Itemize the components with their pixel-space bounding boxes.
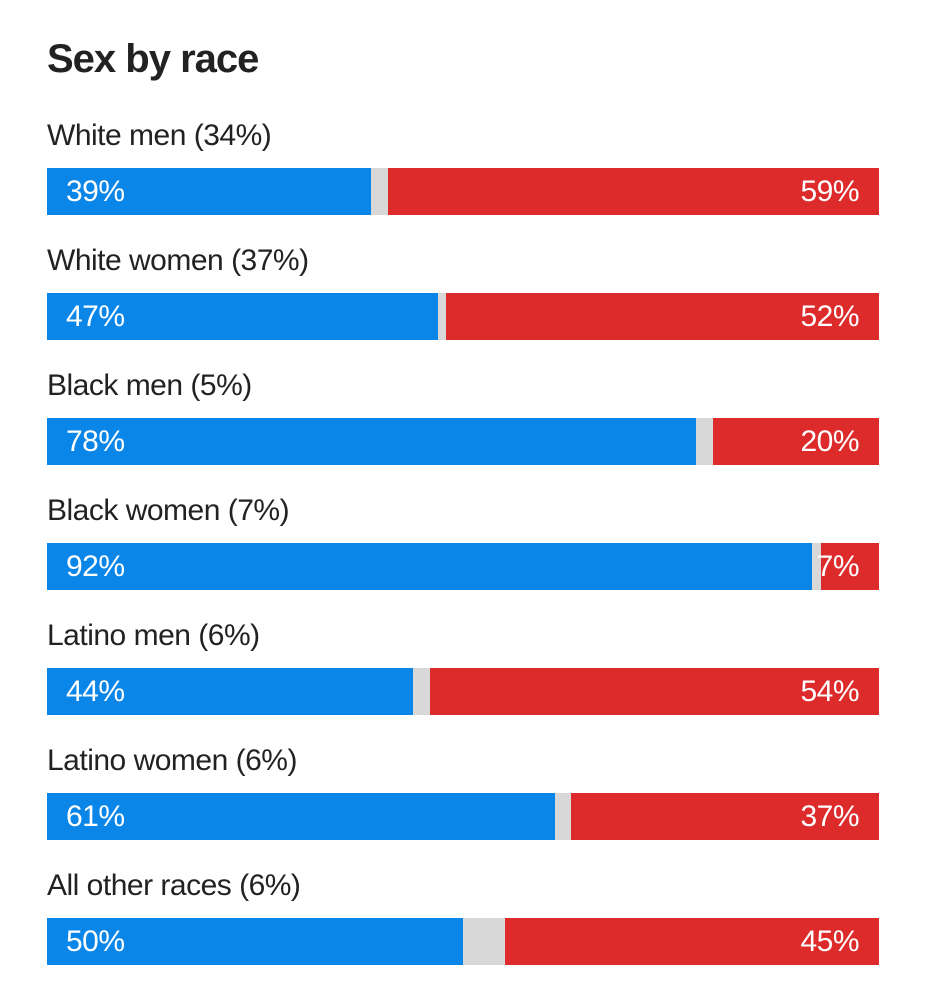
dem-bar-segment (47, 668, 414, 715)
bar-group: White men (34%) 39% 59% (47, 117, 879, 215)
rep-bar-segment (820, 543, 879, 590)
stacked-bar: 39% 59% (47, 168, 879, 215)
rep-bar-segment (429, 668, 879, 715)
dem-value-label: 78% (66, 425, 125, 458)
stacked-bar: 61% 37% (47, 793, 879, 840)
stacked-bar: 44% 54% (47, 668, 879, 715)
category-label: White women (37%) (47, 244, 309, 277)
dem-value-label: 39% (66, 175, 125, 208)
stacked-bar: 50% 45% (47, 918, 879, 965)
dem-value-label: 44% (66, 675, 125, 708)
rep-bar-segment (712, 418, 879, 465)
rep-value-label: 59% (800, 175, 859, 208)
category-label: Latino men (6%) (47, 619, 260, 652)
stacked-bar: 78% 20% (47, 418, 879, 465)
bar-group: Black women (7%) 92% 7% (47, 492, 879, 590)
category-label: Black women (7%) (47, 494, 290, 527)
rep-value-label: 45% (800, 925, 859, 958)
dem-bar-segment (47, 293, 439, 340)
dem-bar-segment (47, 918, 463, 965)
bar-group: Latino men (6%) 44% 54% (47, 617, 879, 715)
category-label: All other races (6%) (47, 869, 301, 902)
category-label: Latino women (6%) (47, 744, 297, 777)
rep-value-label: 20% (800, 425, 859, 458)
dem-bar-segment (47, 543, 813, 590)
category-label: Black men (5%) (47, 369, 252, 402)
dem-value-label: 50% (66, 925, 125, 958)
chart-title: Sex by race (47, 37, 259, 81)
dem-bar-segment (47, 418, 696, 465)
dem-bar-segment (47, 793, 555, 840)
dem-value-label: 47% (66, 300, 125, 333)
dem-value-label: 92% (66, 550, 125, 583)
stacked-bar: 47% 52% (47, 293, 879, 340)
dem-bar-segment (47, 168, 372, 215)
rep-value-label: 52% (800, 300, 859, 333)
rep-bar-segment (388, 168, 879, 215)
bar-group: All other races (6%) 50% 45% (47, 867, 879, 965)
stacked-bar: 92% 7% (47, 543, 879, 590)
rep-bar-segment (504, 918, 879, 965)
dem-value-label: 61% (66, 800, 125, 833)
rep-bar-segment (571, 793, 879, 840)
rep-value-label: 54% (800, 675, 859, 708)
rep-value-label: 37% (800, 800, 859, 833)
bar-group: White women (37%) 47% 52% (47, 242, 879, 340)
rep-bar-segment (446, 293, 879, 340)
category-label: White men (34%) (47, 119, 272, 152)
rep-value-label: 7% (816, 550, 860, 583)
bar-group: Black men (5%) 78% 20% (47, 367, 879, 465)
bar-group: Latino women (6%) 61% 37% (47, 742, 879, 840)
